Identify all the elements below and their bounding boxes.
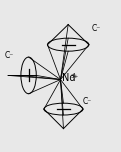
Text: C⁻: C⁻	[83, 97, 92, 106]
Text: C⁻: C⁻	[5, 51, 14, 60]
Text: Nd: Nd	[62, 73, 75, 83]
Text: 3+: 3+	[71, 74, 79, 79]
Text: C⁻: C⁻	[91, 24, 100, 33]
